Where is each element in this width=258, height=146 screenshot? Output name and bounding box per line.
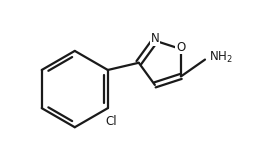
Text: Cl: Cl: [105, 115, 117, 128]
Text: O: O: [176, 41, 186, 54]
Text: N: N: [150, 32, 159, 45]
Text: NH$_2$: NH$_2$: [209, 50, 233, 65]
